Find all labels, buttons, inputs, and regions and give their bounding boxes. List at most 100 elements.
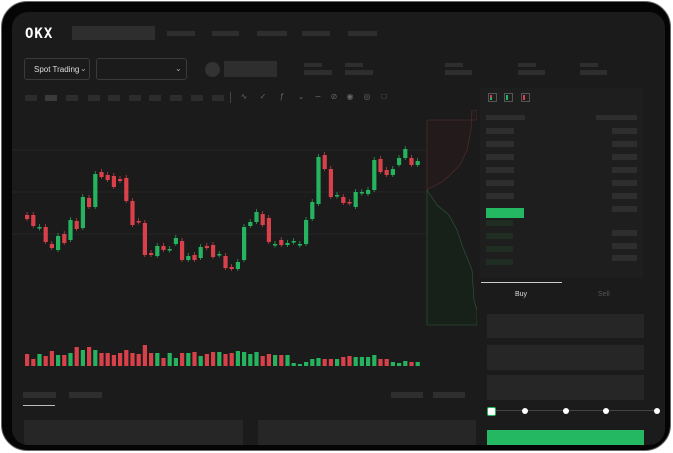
slider-mark-75[interactable]: [603, 408, 609, 414]
volume-bar: [266, 354, 271, 366]
candle-body: [80, 197, 85, 228]
nav-item[interactable]: [212, 31, 239, 36]
buy-tab-underline: [481, 282, 562, 283]
chevron-down-icon[interactable]: ⌄: [297, 92, 305, 101]
volume-bar: [403, 361, 408, 366]
candle-body: [366, 190, 371, 194]
candle: [87, 195, 92, 209]
candle-body: [260, 214, 265, 225]
volume-bar: [56, 355, 61, 366]
slider-mark-100[interactable]: [654, 408, 660, 414]
timeframe-button[interactable]: [25, 95, 37, 101]
bottom-action[interactable]: [391, 392, 423, 398]
tab-order-history[interactable]: [69, 392, 102, 398]
timeframe-button[interactable]: [88, 95, 100, 101]
candle-body: [353, 192, 358, 207]
volume-bar: [124, 350, 129, 366]
volume-bar: [62, 355, 67, 366]
volume-bar: [204, 354, 209, 366]
candle: [105, 172, 110, 182]
candle-body: [235, 262, 240, 269]
candle-body: [242, 227, 247, 260]
nav-item[interactable]: [167, 31, 195, 36]
ask-price: [486, 141, 514, 147]
volume-bar: [198, 356, 203, 366]
pair-dropdown[interactable]: ⌄: [96, 58, 187, 80]
candle-body: [173, 238, 178, 244]
candlestick-chart[interactable]: [12, 110, 477, 375]
tab-sell[interactable]: Sell: [598, 291, 610, 298]
slider-mark-25[interactable]: [522, 408, 528, 414]
spot-trading-dropdown[interactable]: Spot Trading ⌄: [24, 58, 90, 80]
line-tool-icon[interactable]: ∼: [314, 92, 322, 101]
candle-body: [328, 169, 333, 197]
ask-amount: [612, 141, 637, 147]
volume-bar: [242, 352, 247, 366]
timeframe-button[interactable]: [66, 95, 78, 101]
nav-item[interactable]: [348, 31, 377, 36]
candle-body: [341, 197, 346, 203]
candle: [74, 218, 79, 231]
slider-mark-50[interactable]: [563, 408, 569, 414]
candle: [285, 240, 290, 247]
timeframe-button[interactable]: [170, 95, 182, 101]
fx-icon[interactable]: ƒ: [279, 92, 285, 101]
fullscreen-icon[interactable]: □: [381, 92, 387, 101]
ask-amount: [612, 154, 637, 160]
candle: [304, 217, 309, 246]
active-tab-underline: [23, 405, 55, 406]
candle-body: [291, 241, 296, 243]
amount-input[interactable]: [487, 345, 644, 370]
candle: [384, 167, 389, 177]
tab-open-orders[interactable]: [23, 392, 56, 398]
tab-buy[interactable]: Buy: [515, 291, 528, 298]
candle: [242, 224, 247, 262]
okx-logo[interactable]: OKX: [25, 26, 54, 42]
ruler-icon[interactable]: ⊘: [330, 92, 338, 101]
candle-body: [204, 246, 209, 248]
candle: [415, 158, 420, 167]
candle-body: [130, 201, 135, 225]
price-input[interactable]: [487, 314, 644, 338]
spot-trading-label: Spot Trading: [34, 65, 80, 74]
camera-icon[interactable]: ◉: [346, 92, 354, 101]
orderbook-both-icon[interactable]: [488, 93, 497, 102]
candle-body: [37, 227, 42, 229]
slider-handle[interactable]: [487, 407, 496, 416]
timeframe-button[interactable]: [129, 95, 141, 101]
indicator-icon[interactable]: ✓: [259, 92, 267, 101]
bottom-action[interactable]: [433, 392, 465, 398]
candle-body: [397, 158, 402, 165]
candle: [366, 187, 371, 196]
volume-bar: [136, 354, 141, 366]
candle: [173, 235, 178, 246]
settings-icon[interactable]: ◎: [363, 92, 371, 101]
stat-value: [580, 70, 607, 75]
candle: [186, 253, 191, 262]
timeframe-button[interactable]: [191, 95, 203, 101]
volume-bar: [415, 362, 420, 366]
orderbook-asks-icon[interactable]: [521, 93, 530, 102]
candle-type-icon[interactable]: ∿: [240, 92, 248, 101]
candle: [99, 169, 104, 179]
timeframe-button[interactable]: [149, 95, 161, 101]
orderbook-bids-icon[interactable]: [504, 93, 513, 102]
nav-item[interactable]: [302, 31, 330, 36]
candle: [353, 189, 358, 209]
orderbook-header: [486, 115, 525, 120]
candle: [37, 224, 42, 231]
timeframe-button[interactable]: [45, 95, 57, 101]
total-input[interactable]: [487, 375, 644, 400]
stat-label: [345, 63, 363, 67]
buy-button[interactable]: [487, 430, 644, 445]
candle-body: [25, 215, 30, 219]
volume-bar: [118, 353, 123, 366]
search-bar[interactable]: [72, 26, 155, 40]
nav-item[interactable]: [257, 31, 287, 36]
slider-track: [491, 410, 659, 411]
timeframe-button[interactable]: [212, 95, 224, 101]
volume-bar: [372, 355, 377, 366]
candle: [56, 233, 61, 252]
timeframe-button[interactable]: [108, 95, 120, 101]
candle-body: [409, 158, 414, 165]
